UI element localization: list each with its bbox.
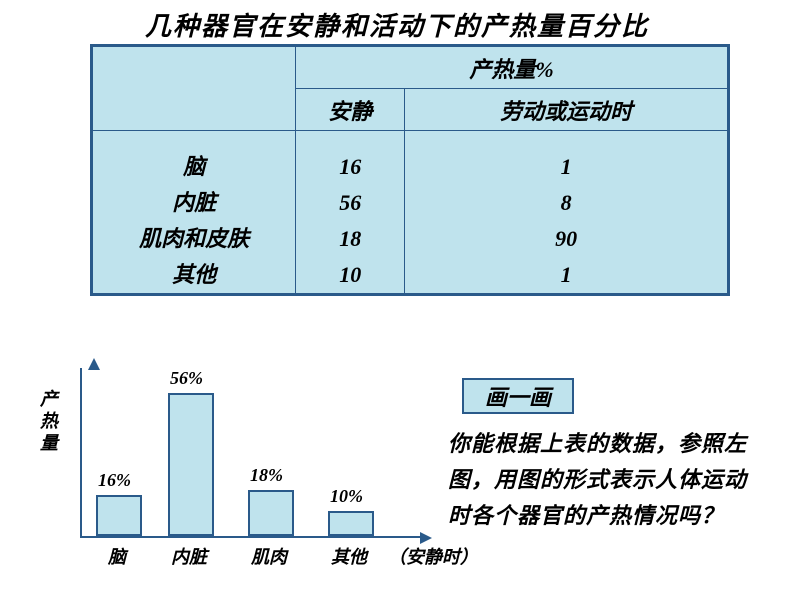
organ-cell: 内脏 — [93, 185, 295, 221]
bar — [96, 495, 142, 536]
bar — [168, 393, 214, 536]
heat-table: 产热量% 安静 劳动或运动时 脑 内脏 肌肉和皮肤 其他 16 56 18 10… — [90, 44, 730, 296]
organ-cell: 脑 — [93, 149, 295, 185]
organ-cell: 肌肉和皮肤 — [93, 221, 295, 257]
bar-value-label: 16% — [98, 470, 131, 491]
rest-column: 16 56 18 10 — [296, 131, 405, 294]
rest-cell: 56 — [296, 185, 404, 221]
bar-value-label: 10% — [330, 486, 363, 507]
rest-cell: 16 — [296, 149, 404, 185]
bar-chart: 产热量 16%56%18%10% （安静时） 脑内脏肌肉其他 — [68, 368, 448, 588]
work-cell: 90 — [405, 221, 727, 257]
organ-cell: 其他 — [93, 257, 295, 293]
work-column: 1 8 90 1 — [405, 131, 728, 294]
page-title: 几种器官在安静和活动下的产热量百分比 — [0, 6, 794, 43]
y-axis-arrow-icon — [88, 358, 100, 370]
header-work: 劳动或运动时 — [405, 89, 728, 131]
bar-value-label: 18% — [250, 465, 283, 486]
header-blank — [93, 47, 296, 131]
x-tick-label: 肌肉 — [229, 543, 309, 569]
draw-button[interactable]: 画一画 — [462, 378, 574, 414]
work-cell: 1 — [405, 257, 727, 293]
work-cell: 1 — [405, 149, 727, 185]
organ-column: 脑 内脏 肌肉和皮肤 其他 — [93, 131, 296, 294]
work-cell: 8 — [405, 185, 727, 221]
question-text: 你能根据上表的数据，参照左图，用图的形式表示人体运动时各个器官的产热情况吗？ — [448, 426, 748, 534]
x-axis-suffix: （安静时） — [388, 543, 478, 569]
x-tick-label: 其他 — [309, 543, 389, 569]
bar — [328, 511, 374, 537]
bar-value-label: 56% — [170, 368, 203, 389]
x-tick-label: 内脏 — [149, 543, 229, 569]
x-tick-label: 脑 — [77, 543, 157, 569]
rest-cell: 10 — [296, 257, 404, 293]
bar — [248, 490, 294, 536]
chart-plot: 16% 56% 18% 10% — [80, 368, 420, 538]
header-group: 产热量% — [296, 47, 728, 89]
header-rest: 安静 — [296, 89, 405, 131]
rest-cell: 18 — [296, 221, 404, 257]
y-axis-label: 产热量 — [38, 388, 60, 454]
